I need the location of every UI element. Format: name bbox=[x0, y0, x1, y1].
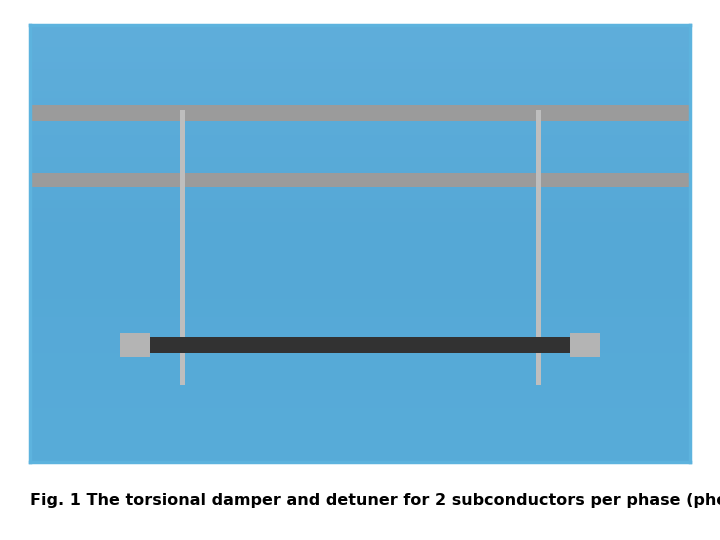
Text: Fig. 1 The torsional damper and detuner for 2 subconductors per phase (photo): Fig. 1 The torsional damper and detuner … bbox=[30, 494, 720, 509]
